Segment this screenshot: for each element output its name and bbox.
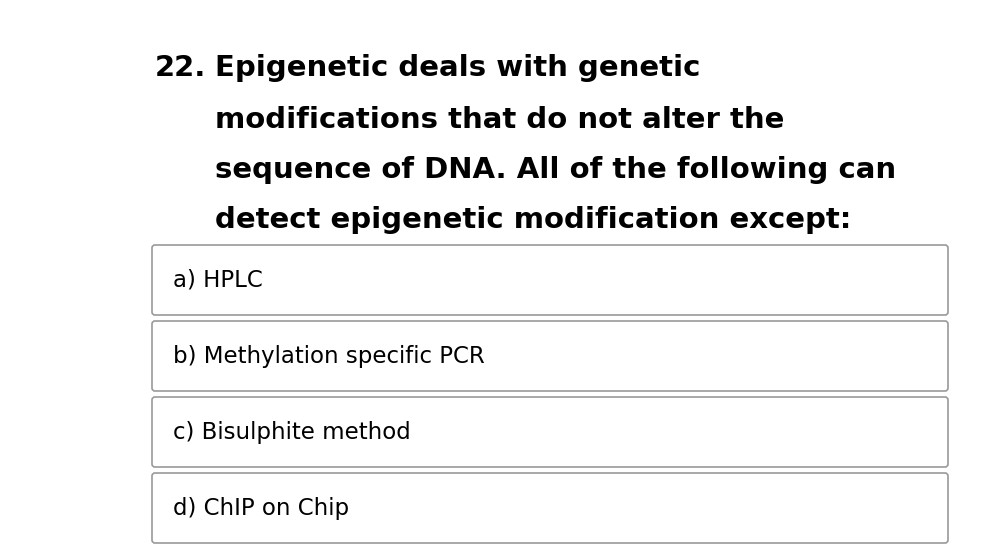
FancyBboxPatch shape — [152, 321, 948, 391]
FancyBboxPatch shape — [152, 397, 948, 467]
Text: d) ChIP on Chip: d) ChIP on Chip — [173, 496, 349, 519]
Text: Epigenetic deals with genetic: Epigenetic deals with genetic — [215, 54, 700, 82]
FancyBboxPatch shape — [152, 245, 948, 315]
Text: detect epigenetic modification except:: detect epigenetic modification except: — [215, 206, 852, 234]
Text: b) Methylation specific PCR: b) Methylation specific PCR — [173, 344, 485, 367]
Text: c) Bisulphite method: c) Bisulphite method — [173, 420, 411, 443]
FancyBboxPatch shape — [152, 473, 948, 543]
Text: modifications that do not alter the: modifications that do not alter the — [215, 106, 785, 134]
Text: a) HPLC: a) HPLC — [173, 268, 263, 291]
Text: 22.: 22. — [155, 54, 206, 82]
Text: sequence of DNA. All of the following can: sequence of DNA. All of the following ca… — [215, 156, 896, 184]
